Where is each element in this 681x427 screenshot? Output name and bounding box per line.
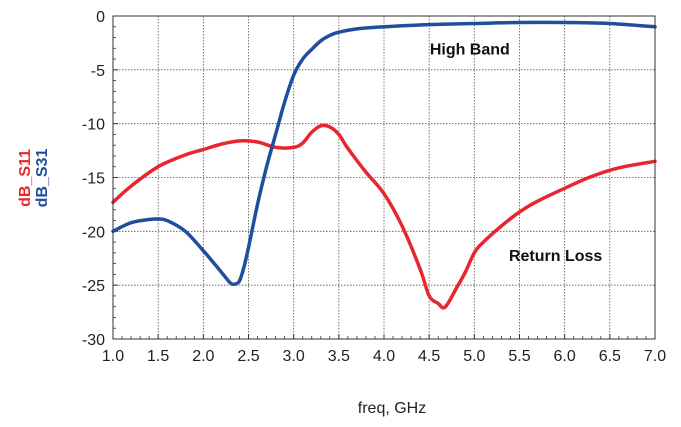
x-tick-label: 6.5	[599, 348, 621, 365]
grid	[112, 15, 656, 340]
x-tick-label: 2.5	[237, 348, 259, 365]
annotation-high-band: High Band	[430, 41, 510, 58]
y-axis-labels: dB_S11 dB_S31	[17, 149, 51, 208]
x-axis-ticks: 1.0 1.5 2.0 2.5 3.0 3.5 4.0 4.5 5.0 5.5 6.0 6.5 7.0	[102, 348, 666, 365]
y-axis-label-s31: dB_S31	[34, 149, 51, 208]
y-tick-label: -20	[82, 224, 105, 241]
y-tick-label: -15	[82, 171, 105, 188]
series-line-db-s11	[111, 123, 657, 310]
y-tick-label: -10	[82, 117, 105, 134]
x-axis-label: freq, GHz	[358, 400, 426, 417]
x-tick-label: 5.5	[508, 348, 530, 365]
y-tick-label: -25	[82, 278, 105, 295]
x-tick-label: 6.0	[554, 348, 576, 365]
plot-frame	[112, 15, 656, 340]
annotation-return-loss: Return Loss	[509, 248, 602, 265]
x-tick-label: 5.0	[463, 348, 485, 365]
y-axis-ticks: 0 -5 -10 -15 -20 -25 -30	[82, 9, 105, 349]
x-tick-label: 1.0	[102, 348, 124, 365]
x-tick-label: 1.5	[147, 348, 169, 365]
y-tick-label: -30	[82, 332, 105, 349]
series-lines	[111, 20, 657, 310]
x-tick-label: 3.5	[328, 348, 350, 365]
x-tick-label: 3.0	[283, 348, 305, 365]
y-axis-label-s11: dB_S11	[17, 149, 34, 207]
y-tick-label: 0	[96, 9, 105, 26]
x-tick-label: 4.0	[373, 348, 395, 365]
annotations: High Band Return Loss	[430, 41, 603, 265]
x-tick-label: 7.0	[644, 348, 666, 365]
x-tick-label: 2.0	[192, 348, 214, 365]
y-tick-label: -5	[91, 63, 105, 80]
series-line-db-s31	[111, 20, 657, 287]
x-tick-label: 4.5	[418, 348, 440, 365]
